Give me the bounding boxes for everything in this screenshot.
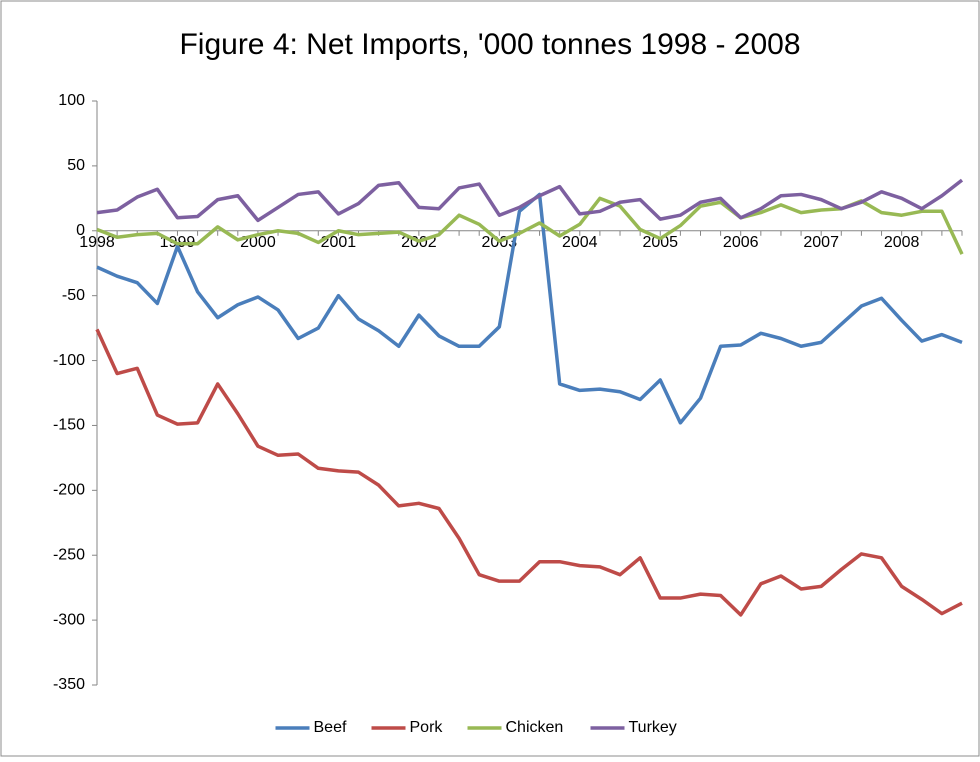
x-tick-label: 2008	[884, 234, 920, 251]
y-tick-label: -250	[53, 546, 85, 563]
y-tick-label: -150	[53, 417, 85, 434]
series-line	[96, 178, 964, 223]
y-tick-label: 50	[67, 157, 85, 174]
legend-label: Turkey	[629, 719, 677, 736]
x-tick-label: 2001	[321, 234, 357, 251]
y-tick-label: -50	[62, 287, 85, 304]
y-tick-label: -200	[53, 482, 85, 499]
x-tick-label: 2004	[562, 234, 598, 251]
legend-label: Pork	[410, 719, 444, 736]
chart-title: Figure 4: Net Imports, '000 tonnes 1998 …	[179, 28, 800, 61]
legend-label: Chicken	[506, 719, 564, 736]
y-tick-label: -300	[53, 611, 85, 628]
x-tick-label: 1998	[79, 234, 115, 251]
series-line	[96, 196, 964, 255]
y-tick-label: -100	[53, 352, 85, 369]
x-tick-label: 2007	[803, 234, 839, 251]
y-tick-label: -350	[53, 676, 85, 693]
series-line	[95, 328, 963, 617]
legend-label: Beef	[314, 719, 347, 736]
x-tick-label: 2005	[642, 234, 678, 251]
y-tick-label: 0	[76, 222, 85, 239]
y-tick-label: 100	[58, 92, 85, 109]
x-tick-label: 2006	[723, 234, 759, 251]
